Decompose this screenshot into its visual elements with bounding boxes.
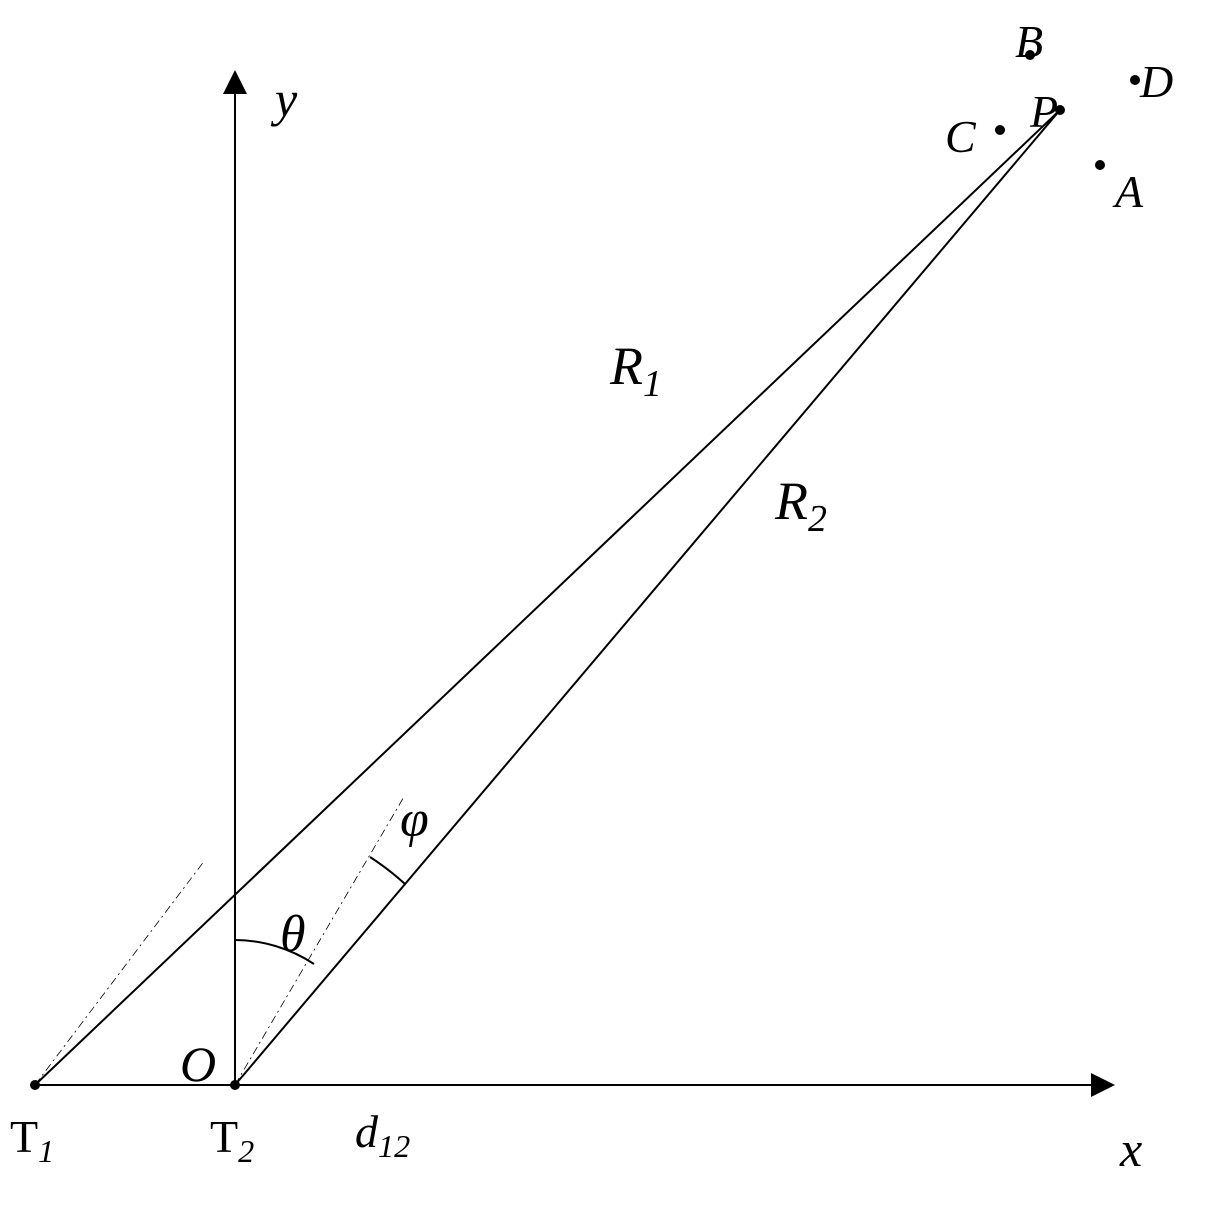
point-d xyxy=(1130,75,1140,85)
t2-label: T2 xyxy=(210,1110,254,1170)
line-r1 xyxy=(35,110,1060,1085)
t1-label: T1 xyxy=(10,1110,54,1170)
p-label: P xyxy=(1030,85,1058,138)
b-label: B xyxy=(1015,15,1043,68)
dashed-line-t2 xyxy=(235,795,405,1085)
point-t1 xyxy=(30,1080,40,1090)
y-axis-label: y xyxy=(275,70,297,128)
point-c xyxy=(995,125,1005,135)
theta-label: θ xyxy=(280,905,306,964)
point-t2 xyxy=(230,1080,240,1090)
r1-label: R1 xyxy=(610,335,662,406)
diagram-svg xyxy=(0,0,1211,1208)
line-r2 xyxy=(235,110,1060,1085)
c-label: C xyxy=(945,110,976,163)
phi-label: φ xyxy=(400,790,429,849)
r2-label: R2 xyxy=(775,470,827,541)
a-label: A xyxy=(1115,165,1143,218)
d-label: D xyxy=(1140,55,1173,108)
angle-phi-arc xyxy=(370,857,405,884)
x-axis-label: x xyxy=(1120,1120,1142,1178)
origin-label: O xyxy=(180,1035,216,1093)
point-a xyxy=(1095,160,1105,170)
d12-label: d12 xyxy=(355,1105,410,1165)
